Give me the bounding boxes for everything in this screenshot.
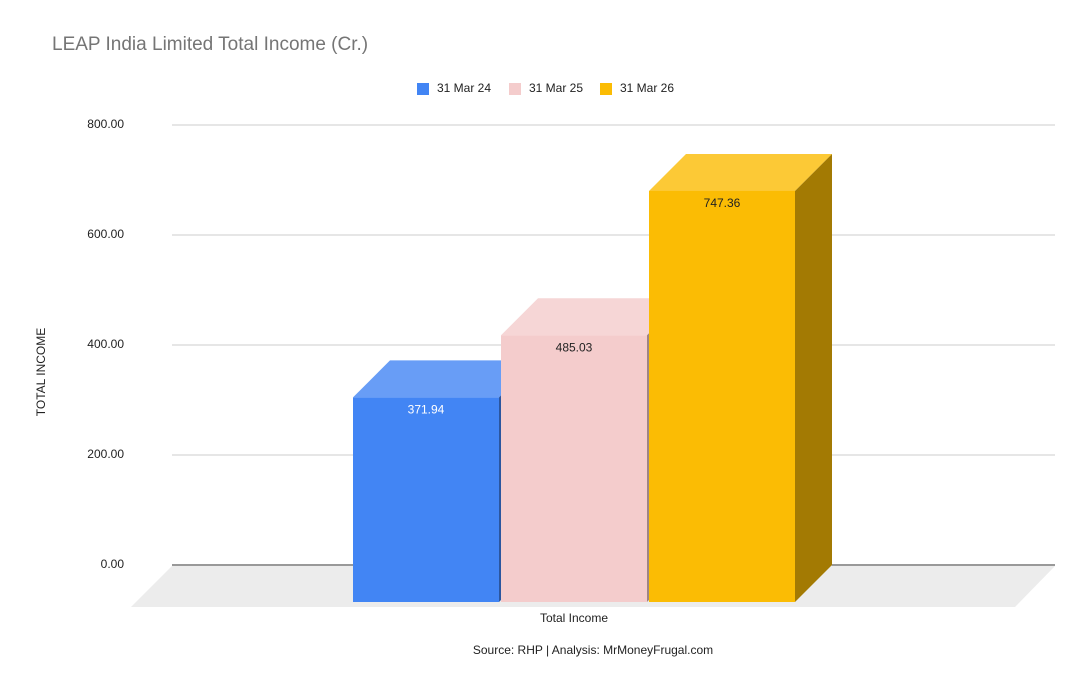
data-label: 485.03 — [556, 340, 593, 354]
bar-top — [353, 360, 536, 398]
y-axis-label: TOTAL INCOME — [34, 328, 48, 416]
legend-label: 31 Mar 26 — [620, 81, 674, 95]
legend-label: 31 Mar 25 — [529, 81, 583, 95]
bar-top — [501, 298, 684, 336]
bar-side — [795, 153, 832, 602]
bar — [649, 190, 795, 602]
legend-label: 31 Mar 24 — [437, 81, 491, 95]
y-tick-label: 400.00 — [87, 337, 124, 351]
chart-title: LEAP India Limited Total Income (Cr.) — [52, 34, 368, 55]
source-note: Source: RHP | Analysis: MrMoneyFrugal.co… — [473, 643, 713, 657]
legend-swatch — [600, 83, 612, 95]
x-tick-label: Total Income — [540, 611, 608, 625]
y-tick-label: 800.00 — [87, 117, 124, 131]
bar — [501, 335, 647, 602]
bar-top — [649, 153, 832, 191]
bar — [353, 397, 499, 602]
data-label: 371.94 — [408, 403, 445, 417]
legend-swatch — [417, 83, 429, 95]
y-tick-label: 200.00 — [87, 447, 124, 461]
data-label: 747.36 — [704, 196, 741, 210]
y-tick-label: 600.00 — [87, 227, 124, 241]
y-tick-label: 0.00 — [101, 557, 125, 571]
legend-swatch — [509, 83, 521, 95]
